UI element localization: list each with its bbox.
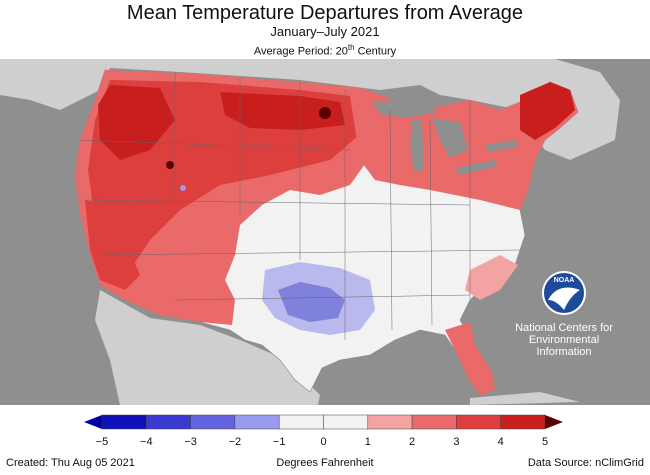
warm-max-idaho bbox=[166, 161, 174, 169]
scale-tick-label: 0 bbox=[320, 436, 326, 448]
scale-tick-label: 1 bbox=[365, 436, 371, 448]
scale-box bbox=[234, 414, 280, 430]
noaa-bird-icon bbox=[548, 287, 580, 310]
canada-land bbox=[0, 59, 620, 160]
warm-california bbox=[85, 200, 140, 290]
temperature-departure-map: NOAA National Centers for Environmental … bbox=[0, 59, 650, 405]
warm-new-england bbox=[520, 82, 575, 140]
lake-ontario bbox=[485, 140, 518, 152]
map-title: Mean Temperature Departures from Average bbox=[126, 2, 524, 24]
scale-tick-label: 2 bbox=[409, 436, 415, 448]
logo-line-1: National Centers for bbox=[515, 322, 613, 334]
noaa-emblem-text: NOAA bbox=[554, 277, 575, 284]
mexico-land bbox=[95, 290, 320, 405]
units-label: Degrees Fahrenheit bbox=[276, 457, 374, 469]
color-scale: −5 −4 −3 −2 −1 0 1 2 3 4 5 bbox=[84, 414, 563, 448]
scale-tick-label: −5 bbox=[96, 436, 109, 448]
cool-spot-wyoming bbox=[180, 185, 186, 191]
scale-box bbox=[456, 414, 501, 430]
scale-labels: −5 −4 −3 −2 −1 0 1 2 3 4 5 bbox=[96, 436, 548, 448]
cool-texas-core bbox=[278, 282, 345, 322]
lake-michigan bbox=[410, 120, 424, 172]
map-subtitle: January–July 2021 bbox=[270, 24, 380, 39]
logo-line-2: Environmental bbox=[529, 334, 599, 346]
state-borders bbox=[79, 72, 521, 340]
lake-huron bbox=[432, 118, 468, 158]
scale-tick-label: 4 bbox=[498, 436, 504, 448]
lake-erie bbox=[455, 160, 498, 175]
average-period: Average Period: 20th Century bbox=[0, 43, 650, 58]
scale-tick-label: −1 bbox=[273, 436, 286, 448]
cuba-land bbox=[470, 392, 580, 405]
scale-tick-label: 5 bbox=[542, 436, 548, 448]
scale-tick-label: −4 bbox=[140, 436, 153, 448]
scale-box bbox=[278, 414, 324, 430]
warm-florida bbox=[445, 322, 495, 395]
scale-arrow-low bbox=[84, 415, 102, 429]
warm-north-plains bbox=[220, 92, 345, 130]
scale-box bbox=[101, 414, 147, 430]
logo-line-3: Information bbox=[536, 346, 591, 358]
scale-tick-label: 3 bbox=[453, 436, 459, 448]
scale-box bbox=[323, 414, 369, 430]
scale-box bbox=[500, 414, 546, 430]
scale-tick-label: −3 bbox=[184, 436, 197, 448]
scale-box bbox=[411, 414, 457, 430]
scale-box bbox=[190, 414, 236, 430]
period-ordinal: th bbox=[347, 43, 355, 52]
scale-arrow-high bbox=[545, 415, 563, 429]
lake-superior bbox=[372, 98, 438, 118]
data-source: Data Source: nClimGrid bbox=[527, 457, 644, 469]
scale-boxes bbox=[101, 414, 546, 430]
scale-box bbox=[146, 414, 191, 430]
scale-tick-label: −2 bbox=[229, 436, 242, 448]
scale-box bbox=[367, 414, 413, 430]
warm-max-minnesota bbox=[319, 107, 331, 119]
period-prefix: Average Period: 20 bbox=[253, 45, 348, 58]
created-date: Created: Thu Aug 05 2021 bbox=[6, 457, 135, 469]
warm-southeast-coast bbox=[465, 255, 518, 300]
noaa-logo: NOAA National Centers for Environmental … bbox=[515, 271, 613, 358]
period-suffix: Century bbox=[354, 45, 397, 58]
